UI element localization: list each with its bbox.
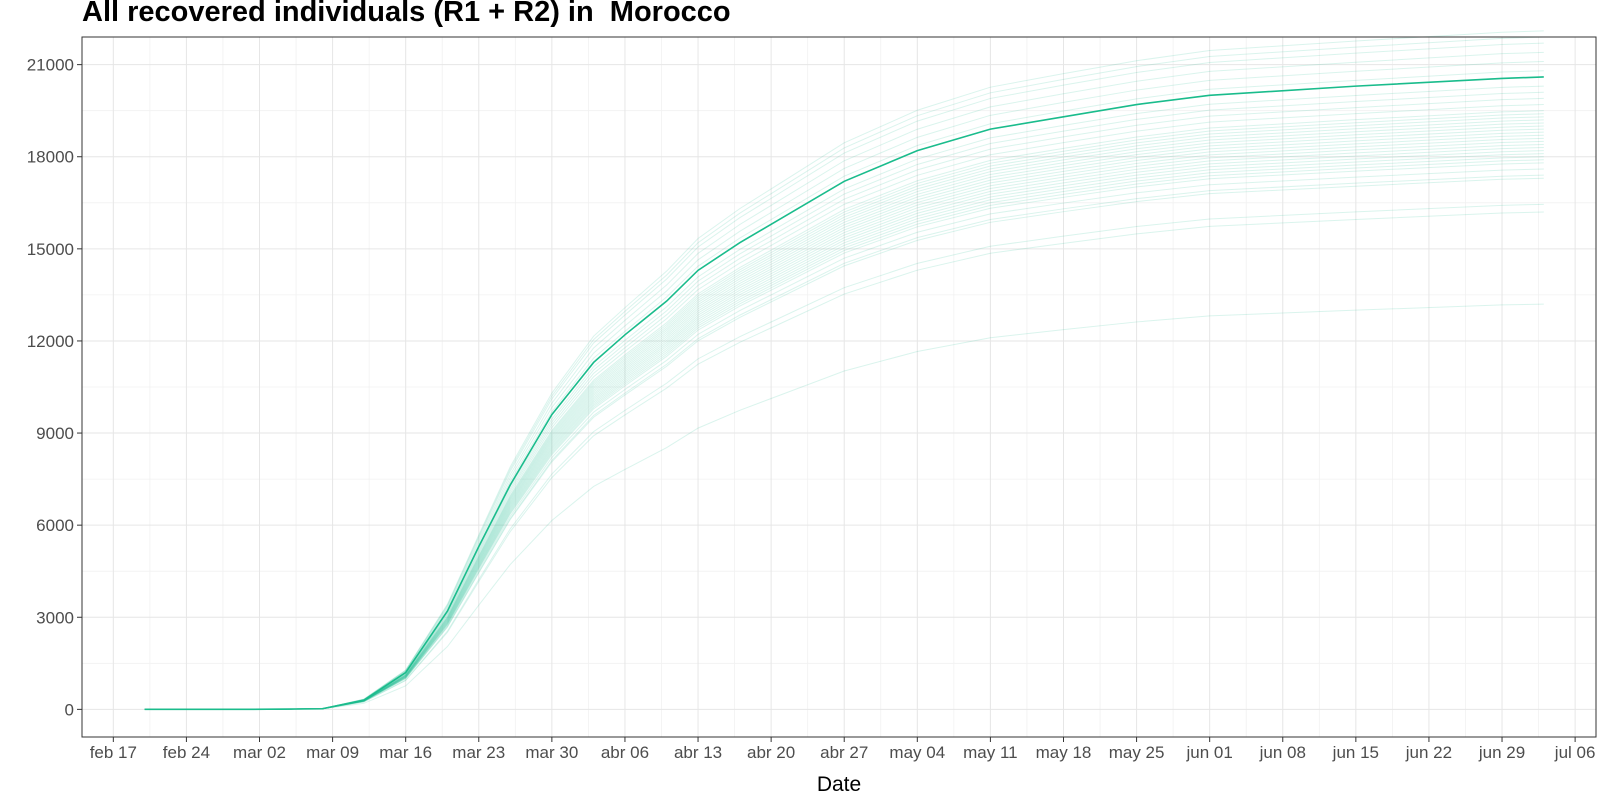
x-tick-label: may 11 <box>963 743 1018 762</box>
x-tick-label: jun 01 <box>1186 743 1233 762</box>
ensemble-line <box>144 150 1544 710</box>
x-tick-label: mar 23 <box>452 743 505 762</box>
y-tick-label: 12000 <box>27 332 74 351</box>
ensemble-line <box>144 153 1544 710</box>
x-tick-label: mar 09 <box>306 743 359 762</box>
main-series <box>144 76 1544 711</box>
grid-lines <box>82 37 1596 737</box>
ensemble-line <box>144 131 1544 710</box>
ensemble-line <box>144 137 1544 710</box>
ensemble-line <box>144 159 1544 710</box>
ensemble-line <box>144 134 1544 710</box>
x-tick-label: mar 02 <box>233 743 286 762</box>
y-tick-label: 9000 <box>36 424 74 443</box>
y-tick-label: 3000 <box>36 608 74 627</box>
chart-title: All recovered individuals (R1 + R2) in M… <box>82 0 731 28</box>
ensemble-line <box>144 97 1544 710</box>
ensemble-line <box>144 140 1544 710</box>
ensemble-line <box>144 168 1544 710</box>
x-tick-label: abr 20 <box>747 743 795 762</box>
y-tick-label: 0 <box>65 700 74 719</box>
ensemble-line <box>144 42 1544 710</box>
x-tick-label: jun 08 <box>1259 743 1306 762</box>
x-axis-title: Date <box>817 773 861 796</box>
ensemble-line <box>144 177 1544 710</box>
ensemble-line <box>144 211 1544 710</box>
x-axis: feb 17 feb 24 mar 02 mar 09 mar 16 mar 23 mar … <box>90 737 1596 762</box>
x-tick-label: may 04 <box>889 743 945 762</box>
x-tick-label: mar 30 <box>525 743 578 762</box>
x-tick-label: mar 16 <box>379 743 432 762</box>
x-tick-label: abr 27 <box>820 743 868 762</box>
ensemble-line <box>144 125 1544 710</box>
x-tick-label: may 25 <box>1109 743 1165 762</box>
ensemble-line <box>144 303 1544 710</box>
ensemble-line <box>144 203 1544 710</box>
ensemble-line <box>144 119 1544 710</box>
y-axis: 0 3000 6000 9000 12000 15000 18000 21000 <box>27 56 82 719</box>
x-tick-label: jun 15 <box>1332 743 1379 762</box>
ensemble-line <box>144 147 1544 710</box>
x-tick-label: feb 17 <box>90 743 137 762</box>
ensemble-line <box>144 128 1544 710</box>
x-tick-label: abr 06 <box>601 743 649 762</box>
panel-border <box>81 36 1597 738</box>
main-line <box>144 76 1544 711</box>
x-tick-label: feb 24 <box>163 743 210 762</box>
ensemble-line <box>144 156 1544 710</box>
ensemble-line <box>144 36 1544 710</box>
x-tick-label: jun 29 <box>1478 743 1525 762</box>
ensemble-line <box>144 162 1544 710</box>
y-tick-label: 21000 <box>27 56 74 75</box>
ensemble-line <box>144 110 1544 710</box>
ensemble-line <box>144 116 1544 710</box>
x-tick-label: jun 22 <box>1405 743 1452 762</box>
ensemble-line <box>144 113 1544 710</box>
ensemble-line <box>144 143 1544 710</box>
y-tick-label: 6000 <box>36 516 74 535</box>
y-tick-label: 15000 <box>27 240 74 259</box>
ensemble-line <box>144 174 1544 710</box>
ensemble-line <box>144 51 1544 710</box>
y-tick-label: 18000 <box>27 148 74 167</box>
ensemble-line <box>144 104 1544 710</box>
x-tick-label: abr 13 <box>674 743 722 762</box>
x-tick-label: may 18 <box>1036 743 1092 762</box>
x-tick-label: jul 06 <box>1554 743 1596 762</box>
ensemble-line <box>144 30 1544 710</box>
ensemble-lines <box>144 30 1544 710</box>
ensemble-line <box>144 122 1544 710</box>
